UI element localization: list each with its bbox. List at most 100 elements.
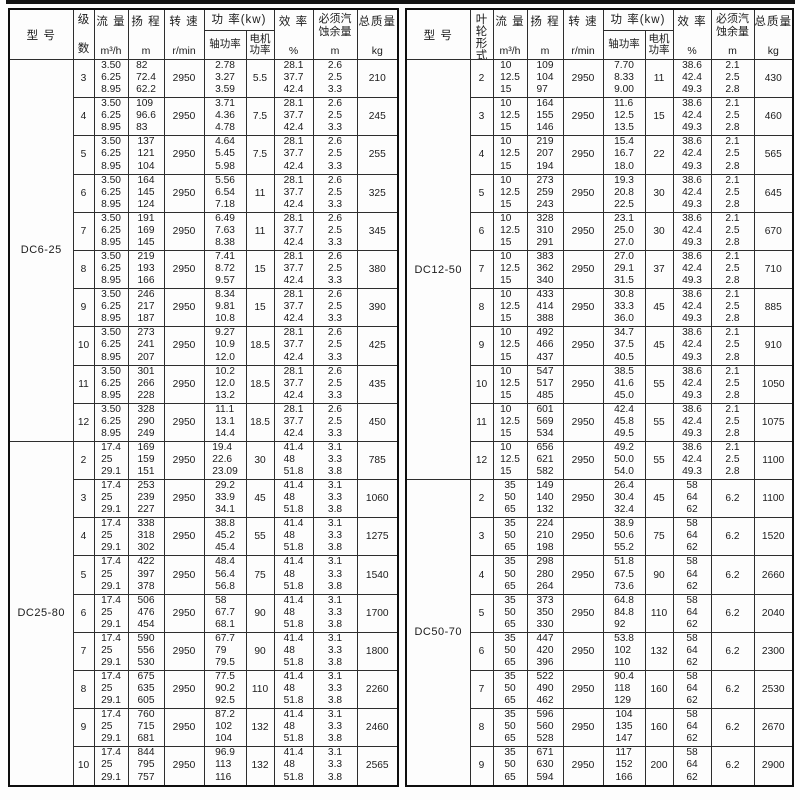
value-line: 5.98 [215,160,235,172]
head-values-cell: 164 155 146 [526,97,564,137]
shaft-power-values-cell: 23.1 25.0 27.0 [602,211,646,251]
stage-cell: 8 [72,669,95,710]
npsh-column-header-box: 必须汽 蚀余量 m [314,10,356,59]
value-line: 67.7 [215,632,235,644]
value-line: 530 [137,657,155,668]
head-values-cell: 298 280 264 [526,555,564,595]
value-line: 137 [137,136,155,148]
speed-cell: 2950 [562,364,604,404]
value-line: 41.4 [283,671,304,682]
flow-header-unit: m³/h [499,45,521,57]
flow-values-cell-stack: 3.50 6.25 8.95 [101,213,121,249]
col2-vertical-label: 级数 [74,11,93,58]
value-line: 15 [500,122,512,134]
value-line: 58 [686,556,698,568]
value-line: 82 [136,60,148,71]
table-row: 6 17.4 25 29.1 506 476 454 2950 58 67.7 68.1 90 41.4… [9,593,399,633]
efficiency-stack: 28.1 37.7 42.4 [284,290,304,326]
value-line: 48 [283,759,295,771]
value-line: 3.3 [327,313,343,325]
flow-values-cell-stack: 17.4 25 29.1 [101,633,121,669]
head-values-cell: 373 350 330 [526,593,564,633]
flow-values-cell-stack: 17.4 25 29.1 [101,518,121,555]
stage-cell: 2 [72,440,95,481]
efficiency-stack: 58 64 62 [686,672,697,708]
value-line: 17.4 [101,518,121,530]
col2-column-header: 级数 [72,8,95,60]
value-line: 65 [504,542,516,554]
mass-cell: 460 [753,97,794,137]
value-line: 2.5 [725,72,740,84]
value-line: 3.8 [327,504,343,516]
value-line: 8.95 [101,275,121,287]
value-line: 50.0 [614,453,634,465]
value-line: 3.50 [101,212,121,224]
flow-values-cell: 10 12.5 15 [492,326,528,366]
head-values-cell: 590 556 530 [127,631,165,672]
flow-values-cell: 3.50 6.25 8.95 [93,364,129,404]
mass-cell: 1275 [356,517,399,557]
head-values-cell-stack: 671 630 594 [537,748,554,784]
value-line: 3.50 [101,250,121,262]
value-line: 166 [615,771,633,783]
efficiency-stack: 41.4 48 51.8 [284,710,304,746]
speed-cell: 2950 [163,631,205,672]
npsh-values-cell: 2.1 2.5 2.8 [710,326,755,366]
value-line: 241 [137,339,155,351]
flow-values-cell-stack: 35 50 65 [504,557,515,593]
value-line: 25 [101,683,113,695]
flow-values-cell: 3.50 6.25 8.95 [93,288,129,328]
shaft-power-values-cell: 29.2 33.9 34.1 [203,479,247,519]
value-line: 28.1 [283,60,304,71]
value-line: 42.4 [283,236,304,248]
flow-values-cell-stack: 3.50 6.25 8.95 [101,99,121,135]
flow-values-cell: 35 50 65 [492,517,528,557]
efficiency-stack: 58 64 62 [686,595,697,631]
head-values-cell: 433 414 388 [526,288,564,328]
head-values-cell-stack: 656 621 582 [537,442,554,478]
efficiency-stack: 28.1 37.7 42.4 [284,175,304,211]
shaft-power-values-cell: 4.64 5.45 5.98 [203,135,247,175]
efficiency-values-cell: 58 64 62 [672,746,712,787]
value-line: 2.5 [725,110,740,122]
value-line: 383 [536,250,554,262]
shaft-power-stack: 77.5 90.2 92.5 [215,672,235,708]
shaft-power-values-cell: 42.4 45.8 49.5 [602,402,646,442]
head-column-header: 扬 程 m [127,8,165,60]
stage-cell: 12 [72,402,95,442]
value-line: 582 [536,466,554,478]
value-line: 35 [504,671,516,682]
value-line: 7.70 [614,60,634,71]
value-line: 10 [500,250,512,262]
npsh-stack: 3.1 3.3 3.8 [328,710,342,746]
flow-values-cell: 3.50 6.25 8.95 [93,326,129,366]
value-line: 15.4 [614,136,634,148]
head-values-cell-stack: 219 207 194 [537,137,554,173]
mass-cell: 1060 [356,479,399,519]
value-line: 6.25 [101,72,121,84]
motor-power-cell: 30 [245,440,275,481]
value-line: 35 [504,632,516,644]
value-line: 169 [137,224,155,236]
npsh-header-label: 必须汽 蚀余量 [319,13,352,38]
head-values-cell-stack: 149 140 132 [537,481,554,517]
efficiency-stack: 41.4 48 51.8 [283,748,304,784]
shaft-power-values-cell: 38.5 41.6 45.0 [602,364,646,404]
value-line: 2.6 [327,60,343,71]
head-column-header: 扬 程 m [526,8,564,60]
value-line: 12.5 [614,110,634,122]
flow-values-cell: 10 12.5 15 [492,211,528,251]
value-line: 12.5 [500,224,520,236]
table-body: DC6-25 3 3.50 6.25 8.95 82 72.4 62.2 2950 2.78 3.2… [8,58,399,787]
value-line: 45.2 [215,530,235,542]
value-line: 3.1 [327,747,343,759]
value-line: 15 [500,160,512,172]
value-line: 64 [686,568,698,580]
npsh-header-unit: m [330,45,340,57]
value-line: 117 [615,747,632,759]
speed-cell: 2950 [562,326,604,366]
value-line: 605 [137,695,155,707]
flow-values-cell-stack: 17.4 25 29.1 [101,595,121,631]
flow-values-cell-stack: 3.50 6.25 8.95 [101,251,121,287]
